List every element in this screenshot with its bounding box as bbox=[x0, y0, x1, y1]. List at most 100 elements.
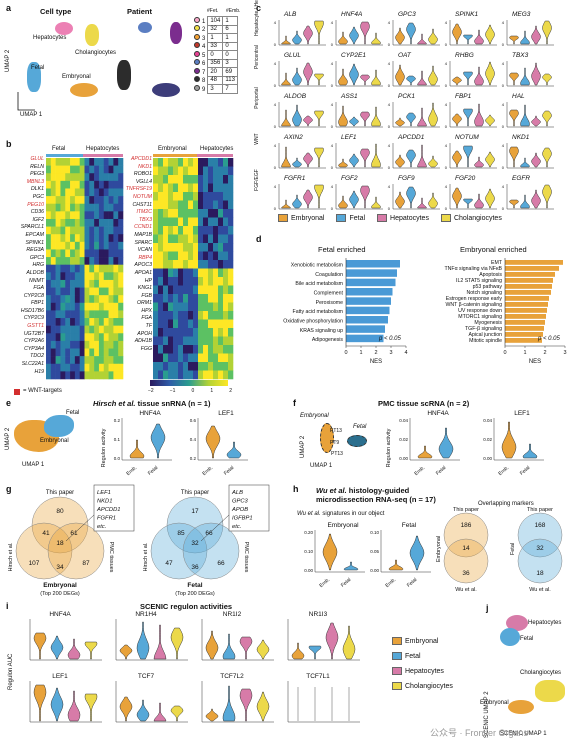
patient-table: 1 104 1 2 32 6 3 1 1 4 33 0 5 0 0 6 356 3 7 20 69 8 48 113 9 3 7 bbox=[192, 16, 238, 94]
heatmap-cell bbox=[218, 285, 224, 295]
heatmap-cell bbox=[60, 325, 66, 334]
heatmap-cell bbox=[50, 165, 56, 174]
heatmap-cell bbox=[46, 356, 52, 365]
heatmap-cell bbox=[89, 218, 95, 227]
gsea-pval: p < 0.05 bbox=[378, 336, 402, 342]
venn-gene: etc. bbox=[232, 524, 241, 530]
heatmap-cell bbox=[70, 272, 76, 281]
violin bbox=[303, 189, 313, 209]
gsea-term: EMT bbox=[491, 260, 503, 266]
heatmap-cell bbox=[79, 188, 85, 197]
label: 4 bbox=[388, 143, 391, 148]
legend-entry: Hepatocytes bbox=[392, 664, 453, 679]
heatmap-cell bbox=[188, 328, 194, 337]
venn-this-paper: This paper bbox=[527, 507, 553, 513]
heatmap-cell bbox=[223, 251, 229, 261]
heatmap-cell bbox=[79, 325, 85, 334]
heatmap-cell bbox=[168, 243, 174, 252]
violin bbox=[371, 32, 381, 45]
heatmap-cell bbox=[228, 192, 234, 201]
heatmap-cell bbox=[79, 295, 85, 304]
heatmap-cell bbox=[94, 203, 100, 212]
patient-fet-count: 20 bbox=[207, 67, 224, 77]
violin bbox=[406, 186, 416, 209]
heatmap-cell bbox=[74, 196, 80, 205]
heatmap-cell bbox=[55, 348, 61, 357]
heatmap-cell bbox=[163, 302, 169, 312]
label: 0 bbox=[388, 165, 391, 170]
violin bbox=[509, 35, 519, 45]
heatmap-cell bbox=[74, 348, 80, 357]
heatmap-cell bbox=[70, 158, 76, 166]
heatmap-cell bbox=[74, 257, 80, 265]
heatmap-cell bbox=[60, 371, 66, 380]
heatmap-cell bbox=[108, 173, 114, 182]
heatmap-cell bbox=[213, 217, 219, 227]
heatmap-cell bbox=[74, 295, 80, 304]
heatmap-cell bbox=[228, 166, 234, 176]
patient-id-cell: 4 bbox=[192, 42, 208, 51]
heatmap-cell bbox=[65, 325, 71, 334]
heatmap-cell bbox=[84, 310, 90, 319]
heatmap-cell bbox=[55, 173, 61, 182]
violin-axis bbox=[392, 143, 440, 169]
violin bbox=[452, 23, 462, 45]
heatmap-cell bbox=[108, 218, 114, 227]
gene-label: TF bbox=[145, 323, 152, 330]
heatmap-cell bbox=[94, 226, 100, 235]
violin bbox=[292, 157, 302, 168]
heatmap-cell bbox=[79, 333, 85, 342]
heatmap-cell bbox=[113, 158, 119, 166]
violin-mini-plot: 40 bbox=[445, 102, 497, 129]
heatmap-cell bbox=[65, 241, 71, 250]
heatmap-cell bbox=[94, 356, 100, 365]
heatmap-cell bbox=[163, 336, 169, 346]
violin-mini-plot: 40 bbox=[388, 143, 440, 170]
heatmap-cell bbox=[50, 196, 56, 205]
gene-label: HSD17B6 bbox=[20, 307, 44, 314]
heatmap-cell bbox=[65, 234, 71, 243]
legend-label: Fetal bbox=[349, 214, 366, 222]
heatmap-cell bbox=[168, 370, 174, 380]
heatmap-cell bbox=[60, 173, 66, 182]
violin bbox=[371, 196, 381, 209]
heatmap-cell bbox=[118, 165, 124, 174]
heatmap-cell bbox=[103, 287, 109, 296]
gene-label: RBP4 bbox=[138, 254, 152, 261]
violin-mini-plot: 40 bbox=[388, 20, 440, 47]
heatmap-cell bbox=[153, 345, 159, 354]
heatmap-cell bbox=[158, 311, 164, 320]
heatmap-cell bbox=[188, 226, 194, 235]
heatmap-cell bbox=[213, 328, 219, 337]
heatmap-cell bbox=[203, 362, 209, 371]
label: 4 bbox=[445, 20, 448, 25]
label: 4 bbox=[445, 143, 448, 148]
heatmap-cell bbox=[218, 311, 224, 320]
heatmap-cell bbox=[223, 166, 229, 176]
heatmap-cell bbox=[213, 192, 219, 201]
gsea-term: Apoptosis bbox=[479, 272, 502, 278]
heatmap-cell bbox=[84, 249, 90, 258]
violin-gene-label: RHBG bbox=[455, 52, 474, 59]
heatmap-cell bbox=[94, 333, 100, 342]
heatmap-cell bbox=[163, 268, 169, 278]
violin bbox=[428, 65, 438, 86]
heatmap-cell bbox=[178, 251, 184, 261]
gsea-term: IL2 STAT5 signaling bbox=[456, 278, 502, 284]
heatmap-cell bbox=[218, 328, 224, 337]
heatmap-cell bbox=[89, 234, 95, 243]
heatmap-cell bbox=[98, 211, 105, 220]
violin bbox=[417, 33, 427, 45]
heatmap-cell bbox=[163, 200, 169, 210]
venn-caption: Embryonal bbox=[43, 582, 77, 589]
violin-gene-label: MEG3 bbox=[512, 11, 531, 18]
heatmap-cell bbox=[163, 311, 169, 320]
heatmap-cell bbox=[173, 302, 179, 312]
heatmap-cell bbox=[188, 311, 194, 320]
violin bbox=[395, 191, 405, 209]
violin-mini-plot: 40 bbox=[274, 61, 326, 88]
violin bbox=[463, 198, 473, 209]
label: 0 bbox=[274, 124, 277, 129]
heatmap-cell bbox=[55, 196, 61, 205]
